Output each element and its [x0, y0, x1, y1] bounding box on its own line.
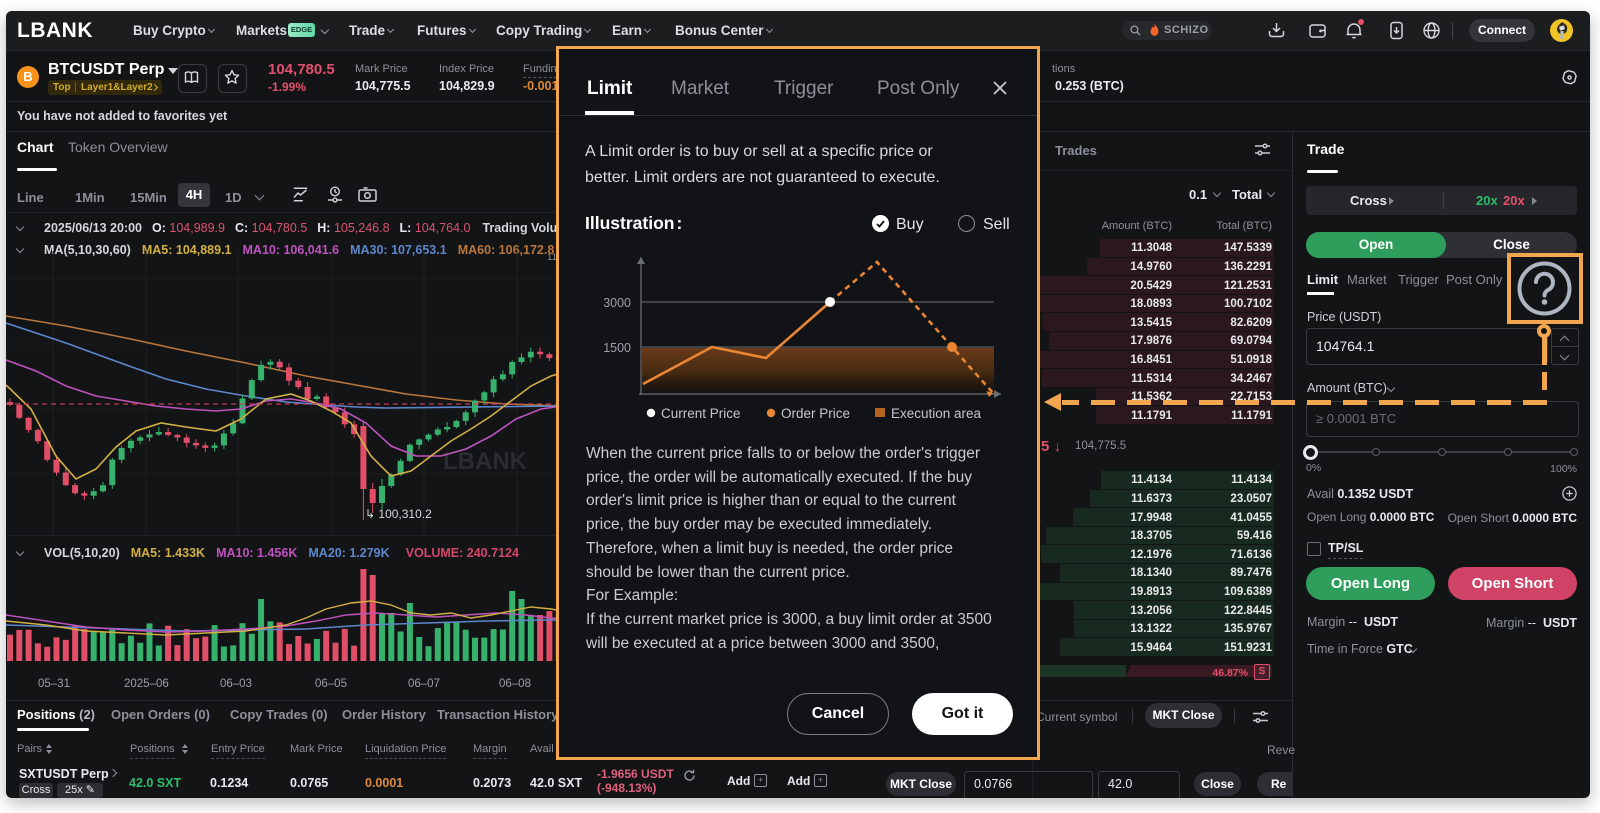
svg-text:3000: 3000 — [603, 296, 631, 310]
svg-text:Execution area: Execution area — [891, 406, 982, 421]
svg-text:↳ 100,310.2: ↳ 100,310.2 — [365, 507, 432, 521]
svg-text:Current Price: Current Price — [661, 406, 741, 421]
svg-text:Order Price: Order Price — [781, 406, 850, 421]
svg-text:LBANK: LBANK — [443, 448, 528, 475]
svg-text:1500: 1500 — [603, 341, 631, 355]
